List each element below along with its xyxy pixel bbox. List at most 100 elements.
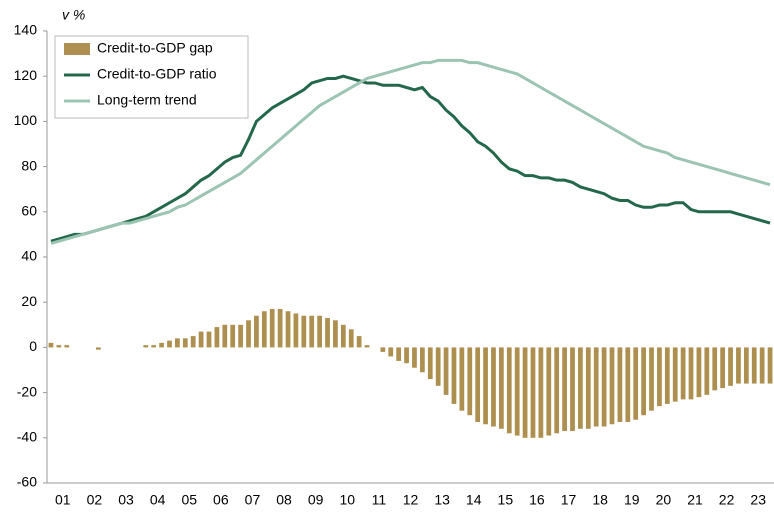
x-tick-label: 11 bbox=[372, 492, 387, 508]
bar bbox=[380, 347, 386, 352]
x-tick-label: 05 bbox=[181, 492, 197, 508]
x-tick-label: 20 bbox=[656, 492, 672, 508]
bar bbox=[530, 347, 536, 438]
bar bbox=[499, 347, 504, 429]
bar bbox=[364, 345, 370, 348]
bar bbox=[712, 347, 718, 391]
bar bbox=[404, 347, 409, 364]
bar bbox=[649, 347, 654, 411]
x-tick-label: 09 bbox=[308, 492, 324, 508]
x-tick-label: 07 bbox=[245, 492, 261, 508]
bar bbox=[538, 347, 544, 438]
bar bbox=[562, 347, 567, 432]
bar bbox=[475, 347, 481, 422]
bar bbox=[412, 347, 417, 368]
bar bbox=[633, 347, 639, 420]
x-tick-label: 03 bbox=[118, 492, 134, 508]
bar bbox=[483, 347, 488, 425]
bar bbox=[396, 347, 402, 361]
bar bbox=[491, 347, 496, 427]
bar bbox=[254, 315, 259, 348]
x-tick-label: 15 bbox=[498, 492, 514, 508]
bar bbox=[451, 347, 457, 404]
bar bbox=[467, 347, 473, 416]
bar bbox=[95, 347, 101, 350]
y-tick-label: 120 bbox=[14, 67, 38, 83]
bar bbox=[277, 308, 283, 348]
x-tick-label: 01 bbox=[55, 492, 71, 508]
bar bbox=[198, 331, 204, 348]
y-tick-label: 100 bbox=[14, 112, 38, 128]
bar bbox=[585, 347, 591, 429]
bar bbox=[238, 324, 243, 348]
x-tick-label: 04 bbox=[150, 492, 166, 508]
bar bbox=[151, 345, 157, 348]
y-tick-label: 20 bbox=[21, 293, 37, 309]
bar bbox=[657, 347, 662, 407]
bar bbox=[64, 345, 70, 348]
bar bbox=[696, 347, 702, 398]
x-tick-label: 08 bbox=[276, 492, 292, 508]
x-tick-label: 22 bbox=[719, 492, 735, 508]
x-tick-label: 06 bbox=[213, 492, 229, 508]
x-tick-label: 16 bbox=[529, 492, 545, 508]
bar bbox=[601, 347, 607, 427]
bar bbox=[704, 347, 710, 395]
bar bbox=[206, 331, 212, 348]
bar bbox=[570, 347, 575, 432]
y-tick-label: -20 bbox=[17, 383, 37, 399]
bar bbox=[767, 347, 773, 384]
bar bbox=[743, 347, 749, 384]
legend-label: Long-term trend bbox=[97, 92, 197, 108]
x-tick-label: 21 bbox=[687, 492, 703, 508]
bar bbox=[759, 347, 765, 384]
y-tick-label: 0 bbox=[29, 338, 37, 354]
bar bbox=[514, 347, 520, 436]
y-tick-label: 60 bbox=[21, 203, 37, 219]
line bbox=[50, 58, 771, 245]
bar bbox=[356, 336, 362, 348]
bar bbox=[246, 320, 251, 348]
bar bbox=[348, 329, 354, 348]
bar bbox=[522, 347, 528, 438]
bar bbox=[593, 347, 599, 427]
x-tick-label: 13 bbox=[434, 492, 450, 508]
bar bbox=[333, 320, 338, 348]
bar bbox=[159, 342, 164, 348]
bar bbox=[56, 345, 62, 348]
bar bbox=[222, 324, 228, 348]
bar bbox=[554, 347, 560, 434]
bar bbox=[301, 315, 307, 348]
x-tick-label: 23 bbox=[750, 492, 766, 508]
bar bbox=[261, 311, 267, 348]
bar bbox=[190, 336, 196, 348]
bar bbox=[269, 308, 275, 348]
bar bbox=[388, 347, 394, 357]
bar bbox=[340, 324, 346, 348]
bar bbox=[419, 347, 425, 373]
bar bbox=[325, 318, 330, 348]
bar bbox=[175, 338, 180, 348]
bar bbox=[578, 347, 583, 429]
line bbox=[50, 74, 771, 243]
bar bbox=[609, 347, 615, 425]
bar bbox=[143, 345, 149, 348]
bar bbox=[435, 347, 441, 386]
x-tick-label: 12 bbox=[403, 492, 419, 508]
bar bbox=[230, 324, 236, 348]
bar bbox=[728, 347, 733, 386]
bar bbox=[672, 347, 678, 402]
bar bbox=[720, 347, 726, 389]
bar bbox=[688, 347, 694, 400]
bar bbox=[182, 338, 188, 348]
x-tick-label: 02 bbox=[87, 492, 103, 508]
bar bbox=[680, 347, 686, 400]
y-tick-label: 80 bbox=[21, 157, 37, 173]
x-tick-label: 19 bbox=[624, 492, 640, 508]
y-tick-label: 40 bbox=[21, 248, 37, 264]
bar bbox=[214, 327, 220, 348]
x-tick-label: 17 bbox=[561, 492, 577, 508]
bar bbox=[751, 347, 757, 384]
